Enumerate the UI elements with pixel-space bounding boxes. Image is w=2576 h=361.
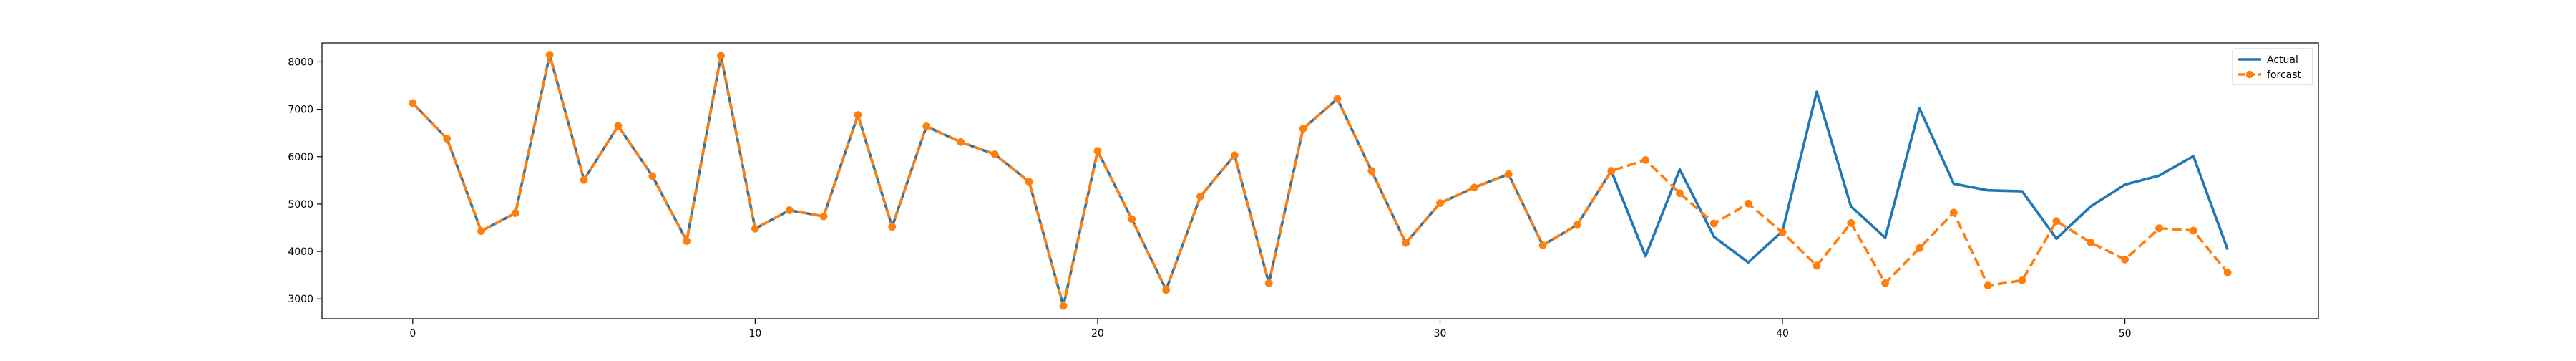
data-point (2121, 255, 2129, 264)
data-point (1709, 219, 1718, 228)
data-point (1230, 151, 1239, 160)
y-tick-label: 4000 (288, 246, 313, 258)
data-point (717, 52, 725, 60)
data-point (1881, 279, 1890, 287)
data-point (1676, 189, 1684, 198)
y-tick-label: 7000 (288, 105, 313, 116)
data-point (1264, 279, 1273, 287)
legend-item-forcast: forcast (2238, 69, 2302, 81)
data-point (2018, 276, 2026, 284)
data-point (1984, 281, 1992, 290)
data-point (1847, 218, 1855, 227)
data-point (2155, 224, 2163, 233)
y-axis: 3000 4000 5000 6000 7000 8000 (288, 57, 322, 305)
legend-label: forcast (2267, 69, 2302, 81)
x-axis: 0 10 20 30 40 50 (409, 319, 2132, 340)
x-tick-label: 20 (1091, 328, 1104, 340)
data-point (1916, 244, 1923, 252)
data-point (1299, 125, 1307, 133)
y-tick-label: 6000 (288, 152, 313, 163)
data-point (922, 122, 931, 130)
data-point (819, 212, 828, 221)
data-point (1504, 170, 1513, 178)
data-point (1367, 167, 1376, 175)
x-tick-label: 40 (1776, 328, 1789, 340)
legend-label: Actual (2267, 54, 2298, 66)
series-forcast (409, 51, 2232, 310)
data-point (1813, 261, 1821, 270)
data-point (1436, 199, 1444, 208)
data-point (2052, 217, 2061, 226)
legend: Actual forcast (2232, 48, 2313, 85)
x-tick-label: 0 (409, 328, 416, 340)
data-point (443, 135, 452, 143)
x-tick-label: 30 (1434, 328, 1447, 340)
data-point (614, 122, 623, 130)
data-point (1196, 192, 1204, 201)
data-point (1744, 199, 1752, 208)
y-tick-label: 8000 (288, 57, 313, 68)
data-point (1333, 95, 1342, 103)
x-tick-label: 50 (2119, 328, 2132, 340)
data-point (1573, 221, 1581, 229)
x-tick-label: 10 (748, 328, 761, 340)
data-point (2223, 269, 2232, 277)
data-point (1470, 183, 1478, 192)
axes-frame (321, 42, 2319, 319)
data-point (1402, 239, 1410, 247)
data-point (2189, 226, 2197, 235)
data-point (580, 175, 588, 184)
data-point (2087, 239, 2095, 246)
data-point (957, 138, 965, 146)
data-point (1949, 208, 1958, 217)
data-point (888, 223, 897, 231)
data-point (409, 99, 417, 107)
data-point (1641, 155, 1650, 164)
data-point (854, 111, 862, 120)
plot-area (321, 42, 2319, 319)
data-point (1607, 167, 1616, 175)
data-point (1778, 228, 1787, 237)
data-point (683, 237, 691, 245)
series-line-forcast (411, 53, 2229, 307)
series-layer (409, 51, 2232, 310)
y-tick-label: 5000 (288, 199, 313, 211)
data-point (1059, 302, 1068, 310)
y-tick-label: 3000 (288, 294, 313, 305)
data-point (751, 224, 759, 233)
data-point (1538, 241, 1547, 249)
data-point (648, 172, 657, 180)
data-point (990, 150, 999, 158)
data-point (545, 51, 554, 59)
data-point (785, 206, 794, 214)
data-point (511, 209, 519, 217)
data-point (1093, 147, 1102, 155)
legend-marker (2245, 70, 2254, 79)
data-point (1162, 286, 1171, 294)
data-point (1025, 178, 1033, 186)
data-point (477, 227, 485, 236)
legend-item-actual: Actual (2238, 54, 2298, 66)
data-point (1128, 215, 1136, 223)
